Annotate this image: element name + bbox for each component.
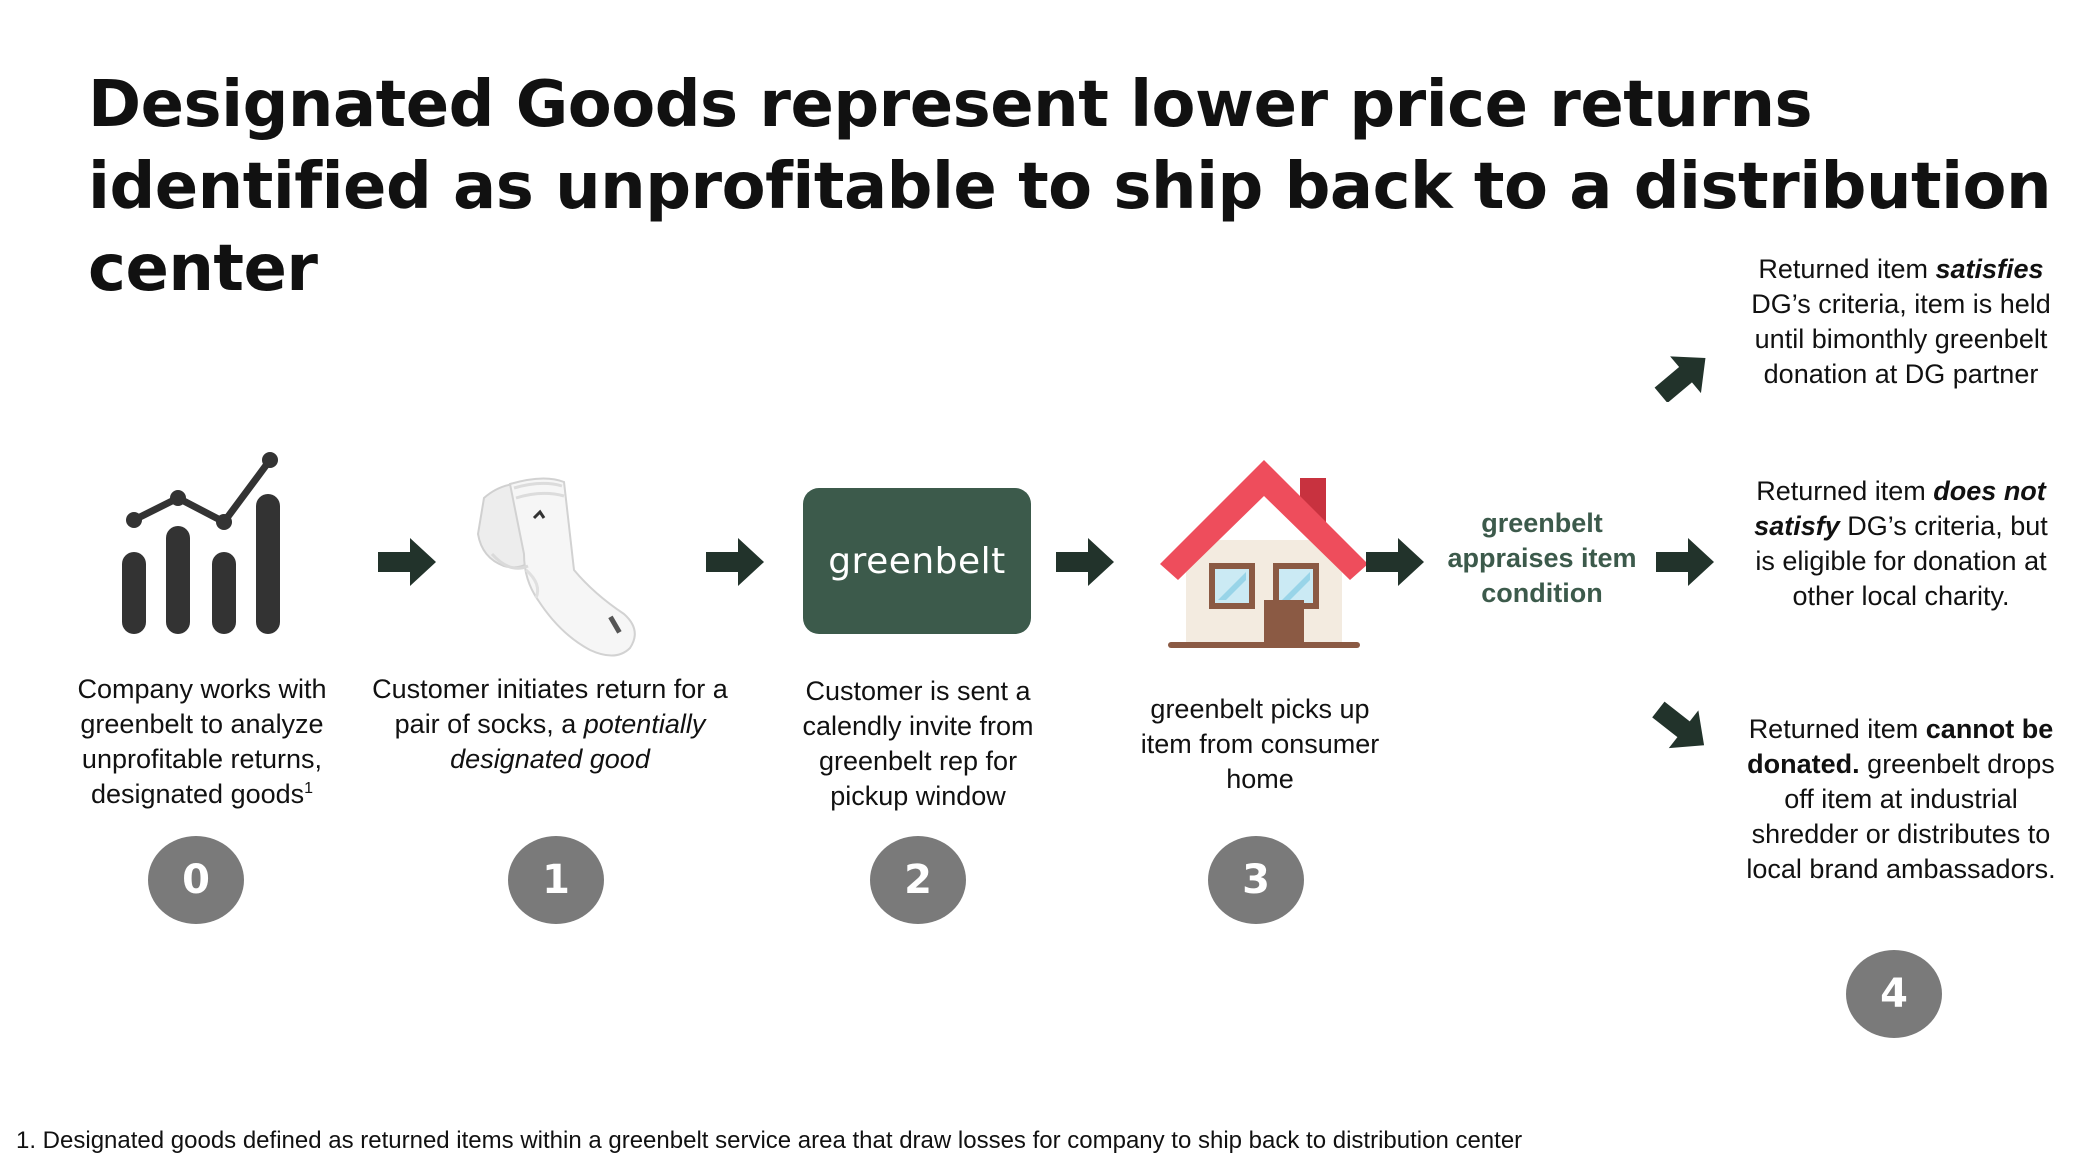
outcome-0-emphasis: satisfies (1935, 254, 2044, 284)
arrow-right-icon (1056, 538, 1114, 586)
arrow-right-icon (1366, 538, 1424, 586)
step-1-description: Customer initiates return for a pair of … (368, 672, 732, 777)
greenbelt-logo-text: greenbelt (828, 540, 1006, 582)
arrow-down-right-icon (1652, 701, 1705, 749)
step-0-text: Company works with greenbelt to analyze … (77, 674, 327, 809)
outcome-not-satisfy: Returned item does not satisfy DG’s crit… (1746, 474, 2056, 614)
step-4-number: 4 (1846, 950, 1942, 1038)
step-2-text: Customer is sent a calendly invite from … (802, 676, 1034, 811)
step-3-description: greenbelt picks up item from consumer ho… (1122, 692, 1398, 797)
outcome-2-post: greenbelt drops off item at industrial s… (1746, 749, 2056, 884)
outcome-0-pre: Returned item (1758, 254, 1936, 284)
footnote-marker: 1 (304, 780, 314, 797)
outcome-satisfies: Returned item satisfies DG’s criteria, i… (1746, 252, 2056, 392)
outcome-2-emphasis: cannot be donated. (1747, 714, 2054, 779)
chart-growth-icon (122, 452, 280, 634)
step-3-text: greenbelt picks up item from consumer ho… (1140, 694, 1380, 794)
footnote: 1. Designated goods defined as returned … (16, 1127, 1523, 1154)
socks-photo (476, 477, 636, 657)
slide-title: Designated Goods represent lower price r… (88, 68, 2052, 306)
step-3-number: 3 (1208, 836, 1304, 924)
outcome-1-emphasis: does not satisfy (1754, 476, 2046, 541)
arrow-up-right-icon (1654, 356, 1706, 402)
outcome-0-post: DG’s criteria, item is held until bimont… (1751, 289, 2051, 389)
outcome-1-post: DG’s criteria, but is eligible for donat… (1755, 511, 2048, 611)
step-1-text: Customer initiates return for a pair of … (372, 674, 728, 739)
outcome-cannot-donate: Returned item cannot be donated. greenbe… (1746, 712, 2056, 887)
outcome-1-pre: Returned item (1756, 476, 1934, 506)
greenbelt-logo: greenbelt (803, 488, 1031, 634)
step-2-number: 2 (870, 836, 966, 924)
arrow-right-icon (1656, 538, 1714, 586)
step-1-number: 1 (508, 836, 604, 924)
outcome-2-pre: Returned item (1748, 714, 1926, 744)
step-1-text-italic: potentially designated good (450, 709, 706, 774)
step-0-description: Company works with greenbelt to analyze … (62, 672, 342, 812)
step-2-description: Customer is sent a calendly invite from … (784, 674, 1052, 814)
house-icon (1160, 460, 1368, 648)
step-0-number: 0 (148, 836, 244, 924)
appraise-label: greenbelt appraises item condition (1447, 508, 1637, 608)
arrow-right-icon (378, 538, 436, 586)
arrow-right-icon (706, 538, 764, 586)
